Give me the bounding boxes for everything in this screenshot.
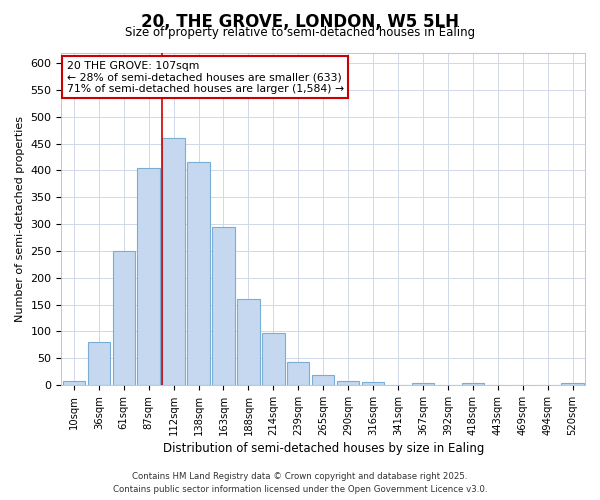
Bar [187, 162, 210, 385]
Bar [287, 362, 310, 385]
Bar [562, 383, 584, 385]
Bar [88, 342, 110, 385]
X-axis label: Distribution of semi-detached houses by size in Ealing: Distribution of semi-detached houses by … [163, 442, 484, 455]
Bar [337, 381, 359, 385]
Bar [212, 227, 235, 385]
Text: Contains HM Land Registry data © Crown copyright and database right 2025.
Contai: Contains HM Land Registry data © Crown c… [113, 472, 487, 494]
Y-axis label: Number of semi-detached properties: Number of semi-detached properties [15, 116, 25, 322]
Bar [461, 384, 484, 385]
Bar [362, 382, 384, 385]
Bar [412, 383, 434, 385]
Bar [137, 168, 160, 385]
Bar [62, 380, 85, 385]
Text: Size of property relative to semi-detached houses in Ealing: Size of property relative to semi-detach… [125, 26, 475, 39]
Text: 20 THE GROVE: 107sqm
← 28% of semi-detached houses are smaller (633)
71% of semi: 20 THE GROVE: 107sqm ← 28% of semi-detac… [67, 61, 344, 94]
Text: 20, THE GROVE, LONDON, W5 5LH: 20, THE GROVE, LONDON, W5 5LH [141, 12, 459, 30]
Bar [312, 376, 334, 385]
Bar [237, 299, 260, 385]
Bar [113, 251, 135, 385]
Bar [262, 333, 284, 385]
Bar [163, 138, 185, 385]
